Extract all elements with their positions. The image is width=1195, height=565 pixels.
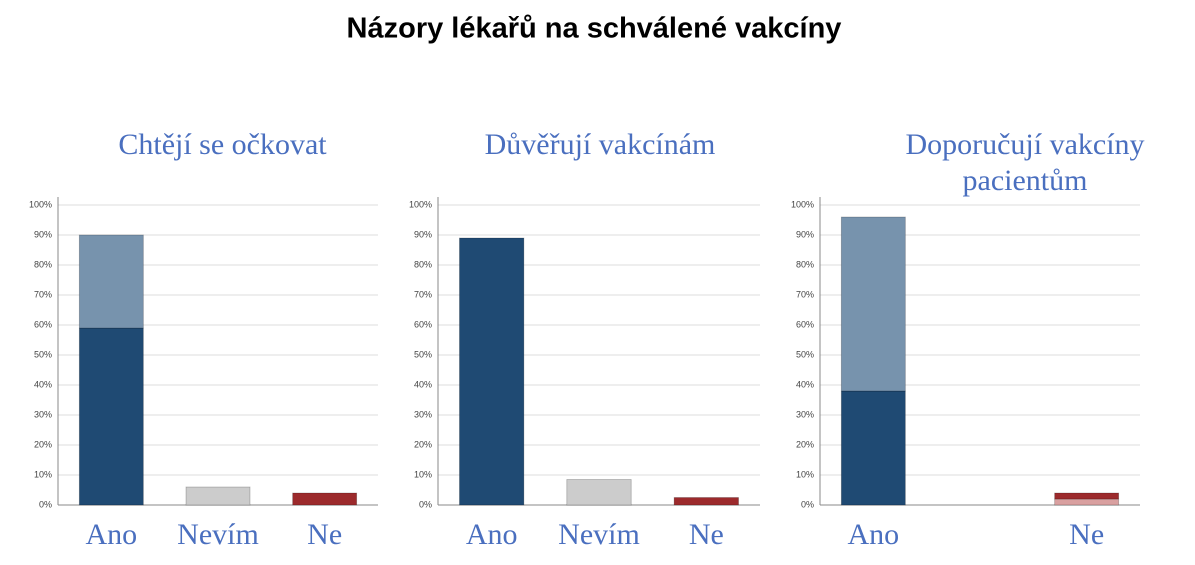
y-tick-label: 70% (414, 289, 432, 299)
x-tick-label: Nevím (558, 518, 640, 551)
y-tick-label: 40% (34, 379, 52, 389)
bar (566, 479, 632, 506)
y-tick-label: 40% (796, 379, 814, 389)
y-tick-label: 20% (414, 439, 432, 449)
y-tick-label: 80% (414, 259, 432, 269)
chart-subtitle: Doporučují vakcíny pacientům (905, 128, 1145, 197)
bar (78, 327, 144, 506)
y-tick-label: 30% (796, 409, 814, 419)
y-tick-label: 20% (796, 439, 814, 449)
x-tick-label: Ano (466, 518, 518, 551)
x-tick-label: Ne (1069, 518, 1104, 551)
y-tick-label: 90% (414, 229, 432, 239)
y-tick-label: 80% (796, 259, 814, 269)
bar (292, 492, 358, 506)
x-tick-label: Ne (307, 518, 342, 551)
bar (459, 237, 525, 506)
y-tick-label: 0% (419, 499, 432, 509)
y-tick-label: 100% (409, 199, 432, 209)
y-tick-label: 70% (796, 289, 814, 299)
y-tick-label: 10% (34, 469, 52, 479)
x-tick-label: Ne (689, 518, 724, 551)
chart-subtitle: Chtějí se očkovat (118, 128, 327, 161)
bar (840, 390, 906, 506)
bar (1054, 492, 1120, 500)
y-tick-label: 20% (34, 439, 52, 449)
y-tick-label: 10% (796, 469, 814, 479)
y-tick-label: 90% (796, 229, 814, 239)
y-tick-label: 60% (796, 319, 814, 329)
x-tick-label: Ano (85, 518, 137, 551)
y-tick-label: 50% (34, 349, 52, 359)
y-tick-label: 100% (791, 199, 814, 209)
chart-title: Názory lékařů na schválené vakcíny (347, 13, 842, 45)
y-tick-label: 100% (29, 199, 52, 209)
y-tick-label: 10% (414, 469, 432, 479)
y-tick-label: 60% (414, 319, 432, 329)
bar (78, 234, 144, 329)
y-tick-label: 30% (34, 409, 52, 419)
y-tick-label: 50% (414, 349, 432, 359)
bar (673, 497, 739, 506)
y-tick-label: 0% (801, 499, 814, 509)
bar (185, 486, 251, 506)
y-tick-label: 80% (34, 259, 52, 269)
y-tick-label: 30% (414, 409, 432, 419)
x-tick-label: Ano (847, 518, 899, 551)
y-tick-label: 0% (39, 499, 52, 509)
y-tick-label: 60% (34, 319, 52, 329)
x-tick-label: Nevím (177, 518, 259, 551)
bar (840, 216, 906, 392)
chart-subtitle: Důvěřují vakcínám (484, 128, 716, 161)
y-tick-label: 40% (414, 379, 432, 389)
y-tick-label: 50% (796, 349, 814, 359)
bar (1054, 498, 1120, 506)
y-tick-label: 70% (34, 289, 52, 299)
y-tick-label: 90% (34, 229, 52, 239)
